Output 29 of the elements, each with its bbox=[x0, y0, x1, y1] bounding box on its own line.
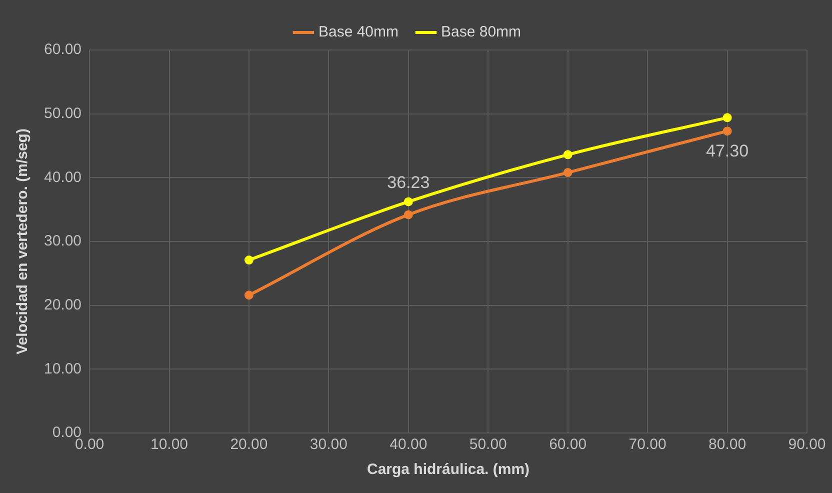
x-tick-label: 60.00 bbox=[549, 436, 587, 454]
legend-label: Base 40mm bbox=[318, 24, 399, 41]
x-tick-label: 10.00 bbox=[150, 436, 188, 454]
x-tick-label: 70.00 bbox=[628, 436, 666, 454]
x-tick-label: 20.00 bbox=[230, 436, 268, 454]
y-axis-title: Velocidad en vertedero. (m/seg) bbox=[14, 128, 32, 354]
x-tick-label: 80.00 bbox=[708, 436, 746, 454]
point bbox=[404, 210, 413, 220]
y-tick-label: 10.00 bbox=[44, 360, 82, 378]
y-tick-label: 30.00 bbox=[44, 232, 82, 250]
x-axis-title: Carga hidráulica. (mm) bbox=[366, 461, 530, 478]
point bbox=[563, 150, 572, 160]
point bbox=[722, 113, 732, 122]
point bbox=[722, 126, 732, 136]
y-tick-label: 20.00 bbox=[44, 296, 82, 314]
x-tick-label: 50.00 bbox=[469, 436, 507, 454]
point bbox=[244, 290, 254, 300]
point bbox=[404, 197, 413, 206]
data-label: 36.23 bbox=[387, 172, 430, 192]
x-tick-label: 30.00 bbox=[310, 436, 348, 454]
y-tick-label: 50.00 bbox=[44, 104, 82, 122]
x-tick-label: 40.00 bbox=[390, 436, 428, 454]
data-label: 47.30 bbox=[706, 141, 749, 160]
y-tick-label: 60.00 bbox=[44, 41, 82, 58]
legend-label: Base 80mm bbox=[441, 24, 522, 41]
point bbox=[244, 256, 254, 265]
x-tick-label: 90.00 bbox=[788, 436, 826, 454]
point bbox=[563, 168, 572, 178]
y-tick-label: 40.00 bbox=[44, 168, 82, 186]
